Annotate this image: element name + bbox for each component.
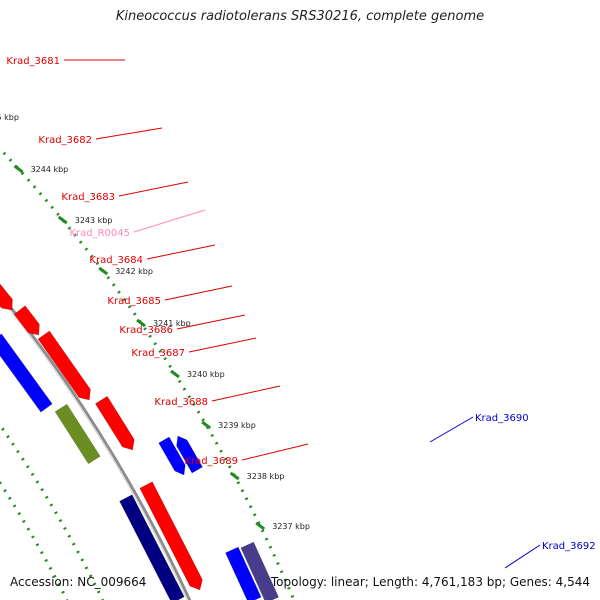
gene-label[interactable]: Krad_3690 <box>475 413 529 424</box>
gene-feature <box>240 541 279 600</box>
gene-feature <box>158 436 186 476</box>
gene-feature <box>139 481 203 591</box>
page-title: Kineococcus radiotolerans SRS30216, comp… <box>115 9 485 24</box>
label-leader-line <box>95 127 163 140</box>
ruler-label: 3242 kbp <box>115 267 153 276</box>
ruler-label: 3241 kbp <box>153 319 191 328</box>
label-leader-line <box>504 544 541 569</box>
gene-feature <box>225 546 262 600</box>
gene-feature <box>119 494 185 600</box>
gene-label[interactable]: Krad_R0045 <box>69 228 130 239</box>
gene-labels: Krad_3681 Krad_3682 Krad_3683 Krad_R0045 Kra… <box>6 56 596 569</box>
ruler-tick <box>57 215 68 225</box>
label-leader-line <box>211 385 281 402</box>
label-leader-line <box>118 181 189 197</box>
ruler-tick <box>170 369 180 379</box>
gene-feature <box>13 305 40 336</box>
ruler-tick <box>136 318 146 328</box>
ruler-label: 3238 kbp <box>247 472 285 481</box>
ruler-tick <box>201 420 212 430</box>
ruler-label: 3243 kbp <box>75 216 113 225</box>
accession-text: Accession: NC_009664 <box>10 575 147 589</box>
gene-label[interactable]: Krad_3682 <box>38 135 92 146</box>
gene-feature <box>0 283 13 311</box>
ruler-tick <box>13 164 24 174</box>
ruler-label: 3240 kbp <box>187 370 225 379</box>
label-leader-line <box>241 443 309 461</box>
gene-feature <box>176 435 203 474</box>
genome-backbone-highlight <box>0 296 189 600</box>
gene-label[interactable]: Krad_3684 <box>89 255 143 266</box>
genome-backbone <box>0 291 192 600</box>
label-leader-line <box>164 285 233 301</box>
gene-label[interactable]: Krad_3687 <box>131 348 185 359</box>
ruler-label: 3237 kbp <box>272 522 310 531</box>
label-leader-line <box>176 314 246 330</box>
label-leader-line <box>133 209 206 233</box>
gene-features <box>0 283 279 600</box>
label-leader-line <box>146 244 216 260</box>
gene-label[interactable]: Krad_3689 <box>184 456 238 467</box>
genome-summary-text: Topology: linear; Length: 4,761,183 bp; … <box>270 575 590 589</box>
gene-label[interactable]: Krad_3685 <box>107 296 161 307</box>
ruler-tick <box>255 521 266 531</box>
label-leader-line <box>429 416 474 443</box>
gene-label[interactable]: Krad_3688 <box>154 397 208 408</box>
gene-feature <box>94 395 135 451</box>
ruler-tick <box>229 471 240 481</box>
gene-label[interactable]: Krad_3683 <box>61 192 115 203</box>
tick-track <box>0 480 69 600</box>
gene-feature <box>54 403 101 465</box>
tick-marks <box>0 146 296 600</box>
gene-feature <box>0 333 53 413</box>
gene-label[interactable]: Krad_3686 <box>119 325 173 336</box>
ruler-label: 3245 kbp <box>0 113 19 122</box>
tick-track <box>0 422 105 600</box>
gene-label[interactable]: Krad_3681 <box>6 56 60 67</box>
label-leader-line <box>188 337 257 353</box>
ruler-label: 3239 kbp <box>218 421 256 430</box>
ruler-label: 3244 kbp <box>31 165 69 174</box>
gene-label[interactable]: Krad_3692 <box>542 541 596 552</box>
ruler-tick <box>98 266 109 276</box>
gene-feature <box>37 330 91 401</box>
